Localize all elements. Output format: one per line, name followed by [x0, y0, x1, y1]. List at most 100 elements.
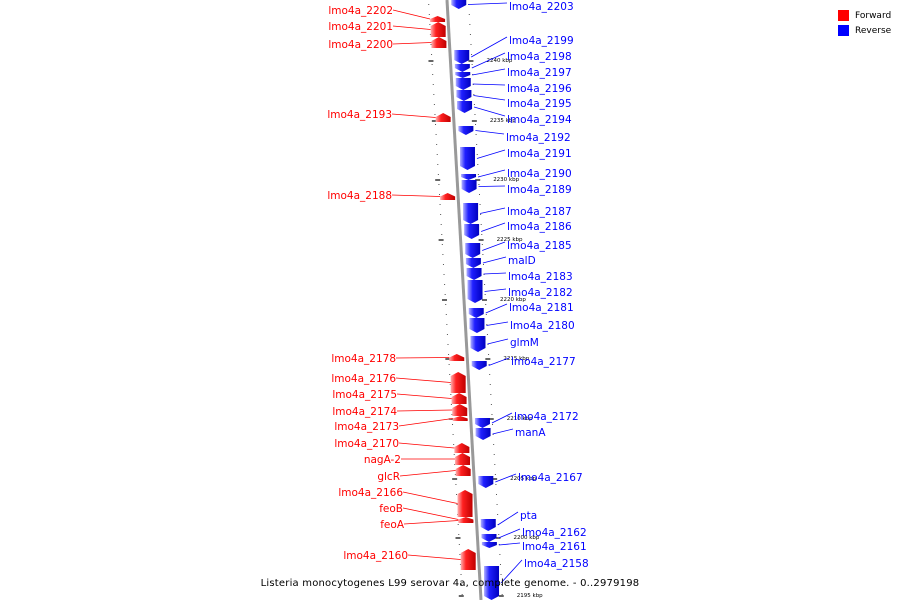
guide-dot: [442, 264, 444, 265]
guide-dot: [429, 34, 431, 35]
gene-feature-lmo4a_2186[interactable]: [464, 224, 480, 239]
gene-label-lmo4a_2202[interactable]: lmo4a_2202: [328, 5, 393, 17]
gene-feature-lmo4a_2182[interactable]: [467, 280, 483, 303]
gene-label-lmo4a_2195[interactable]: lmo4a_2195: [507, 98, 572, 110]
gene-feature-feoA[interactable]: [458, 518, 474, 523]
gene-feature-lmo4a_2161[interactable]: [481, 542, 497, 548]
gene-feature-lmo4a_2174[interactable]: [452, 404, 468, 416]
gene-label-lmo4a_2183[interactable]: lmo4a_2183: [508, 271, 573, 283]
gene-label-lmo4a_2194[interactable]: lmo4a_2194: [507, 114, 572, 126]
gene-label-lmo4a_2188[interactable]: lmo4a_2188: [327, 190, 392, 202]
gene-feature-glcR[interactable]: [455, 465, 471, 476]
gene-label-lmo4a_2176[interactable]: lmo4a_2176: [331, 373, 396, 385]
gene-feature-lmo4a_2195[interactable]: [456, 90, 472, 101]
gene-feature-lmo4a_2190[interactable]: [461, 174, 477, 180]
gene-label-feoA[interactable]: feoA: [380, 519, 405, 531]
gene-label-lmo4a_2173[interactable]: lmo4a_2173: [334, 421, 399, 433]
gene-feature-lmo4a_2177[interactable]: [471, 361, 487, 370]
gene-label-lmo4a_2172[interactable]: lmo4a_2172: [514, 411, 579, 423]
gene-feature-lmo4a_2194[interactable]: [457, 101, 473, 113]
gene-label-lmo4a_2175[interactable]: lmo4a_2175: [332, 389, 397, 401]
gene-label-lmo4a_2198[interactable]: lmo4a_2198: [507, 51, 572, 63]
gene-label-lmo4a_2203[interactable]: lmo4a_2203: [509, 1, 574, 13]
gene-label-lmo4a_2193[interactable]: lmo4a_2193: [327, 109, 392, 121]
gene-label-lmo4a_2199[interactable]: lmo4a_2199: [509, 35, 574, 47]
gene-label-malD[interactable]: malD: [508, 255, 536, 267]
gene-label-lmo4a_2181[interactable]: lmo4a_2181: [509, 302, 574, 314]
gene-label-lmo4a_2191[interactable]: lmo4a_2191: [507, 148, 572, 160]
gene-feature-lmo4a_2193[interactable]: [435, 113, 451, 122]
gene-label-lmo4a_2161[interactable]: lmo4a_2161: [522, 541, 587, 553]
gene-label-lmo4a_2170[interactable]: lmo4a_2170: [334, 438, 399, 450]
gene-label-lmo4a_2177[interactable]: lmo4a_2177: [511, 356, 576, 368]
gene-label-nagA-2[interactable]: nagA-2: [364, 454, 401, 466]
gene-feature-lmo4a_2196[interactable]: [455, 78, 471, 90]
gene-label-lmo4a_2180[interactable]: lmo4a_2180: [510, 320, 575, 332]
legend-label-forward: Forward: [855, 10, 892, 21]
gene-label-lmo4a_2200[interactable]: lmo4a_2200: [328, 39, 393, 51]
gene-label-lmo4a_2174[interactable]: lmo4a_2174: [332, 406, 397, 418]
guide-dot: [433, 104, 435, 105]
guide-dot: [444, 294, 446, 295]
gene-label-lmo4a_2201[interactable]: lmo4a_2201: [328, 21, 393, 33]
gene-feature-lmo4a_2166[interactable]: [457, 490, 473, 517]
gene-feature-lmo4a_2199[interactable]: [454, 50, 470, 64]
guide-dot: [488, 364, 490, 365]
guide-dot: [474, 114, 476, 115]
gene-feature-lmo4a_2202[interactable]: [430, 16, 446, 22]
gene-feature-lmo4a_2162[interactable]: [481, 534, 497, 542]
gene-feature-lmo4a_2178[interactable]: [449, 354, 465, 361]
gene-label-lmo4a_2196[interactable]: lmo4a_2196: [507, 83, 572, 95]
gene-feature-lmo4a_2189[interactable]: [461, 180, 477, 193]
gene-feature-lmo4a_2185[interactable]: [465, 243, 481, 258]
gene-feature-lmo4a_2172[interactable]: [474, 418, 490, 428]
gene-feature-lmo4a_2187[interactable]: [463, 203, 479, 224]
gene-feature-lmo4a_2173[interactable]: [452, 416, 468, 421]
gene-label-lmo4a_2190[interactable]: lmo4a_2190: [507, 168, 572, 180]
gene-label-glmM[interactable]: glmM: [510, 337, 539, 349]
gene-label-lmo4a_2166[interactable]: lmo4a_2166: [338, 487, 403, 499]
gene-feature-lmo4a_2180[interactable]: [469, 318, 485, 333]
gene-feature-lmo4a_2200[interactable]: [431, 37, 447, 48]
gene-label-lmo4a_2178[interactable]: lmo4a_2178: [331, 353, 396, 365]
gene-label-lmo4a_2162[interactable]: lmo4a_2162: [522, 527, 587, 539]
gene-label-feoB[interactable]: feoB: [379, 503, 403, 515]
gene-feature-lmo4a_2191[interactable]: [459, 147, 475, 170]
gene-label-lmo4a_2182[interactable]: lmo4a_2182: [508, 287, 573, 299]
gene-feature-lmo4a_2201[interactable]: [430, 22, 446, 37]
gene-label-lmo4a_2167[interactable]: lmo4a_2167: [518, 472, 583, 484]
leader-malD: [482, 256, 507, 264]
gene-feature-lmo4a_2192[interactable]: [458, 126, 474, 135]
gene-feature-lmo4a_2198[interactable]: [454, 64, 470, 72]
gene-label-lmo4a_2187[interactable]: lmo4a_2187: [507, 206, 572, 218]
gene-label-lmo4a_2189[interactable]: lmo4a_2189: [507, 184, 572, 196]
gene-label-lmo4a_2160[interactable]: lmo4a_2160: [343, 550, 408, 562]
gene-label-manA[interactable]: manA: [515, 427, 546, 439]
gene-feature-malD[interactable]: [465, 258, 481, 268]
gene-feature-lmo4a_2167[interactable]: [478, 476, 494, 488]
gene-feature-glmM[interactable]: [470, 336, 486, 352]
gene-feature-lmo4a_2181[interactable]: [468, 308, 484, 318]
gene-feature-lmo4a_2160[interactable]: [460, 549, 476, 570]
gene-feature-manA[interactable]: [475, 428, 491, 440]
leader-lmo4a_2199: [471, 36, 508, 58]
gene-feature-lmo4a_2188[interactable]: [440, 193, 456, 200]
gene-feature-lmo4a_2175[interactable]: [451, 393, 467, 404]
gene-label-lmo4a_2186[interactable]: lmo4a_2186: [507, 221, 572, 233]
gene-feature-lmo4a_2158[interactable]: [484, 566, 500, 600]
gene-label-lmo4a_2192[interactable]: lmo4a_2192: [506, 132, 571, 144]
gene-feature-lmo4a_2170[interactable]: [454, 443, 470, 453]
gene-feature-lmo4a_2197[interactable]: [455, 72, 471, 78]
gene-feature-pta[interactable]: [480, 519, 496, 531]
gene-feature-nagA-2[interactable]: [455, 453, 471, 465]
gene-label-lmo4a_2197[interactable]: lmo4a_2197: [507, 67, 572, 79]
gene-label-pta[interactable]: pta: [520, 510, 537, 522]
gene-feature-lmo4a_2183[interactable]: [466, 268, 482, 280]
guide-dot: [498, 544, 500, 545]
gene-label-lmo4a_2158[interactable]: lmo4a_2158: [524, 558, 589, 570]
gene-label-lmo4a_2185[interactable]: lmo4a_2185: [507, 240, 572, 252]
gene-label-glcR[interactable]: glcR: [377, 471, 400, 483]
gene-feature-lmo4a_2176[interactable]: [450, 372, 466, 393]
gene-feature-lmo4a_2203[interactable]: [451, 0, 467, 9]
leader-lmo4a_2183: [483, 272, 507, 275]
